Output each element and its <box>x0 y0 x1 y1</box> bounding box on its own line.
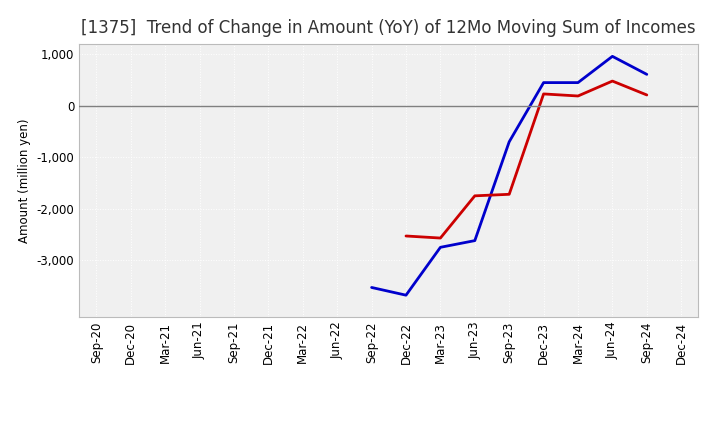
Ordinary Income <box>608 54 617 59</box>
Net Income <box>642 92 651 98</box>
Net Income <box>436 235 445 241</box>
Net Income <box>470 193 479 198</box>
Line: Ordinary Income: Ordinary Income <box>372 56 647 295</box>
Y-axis label: Amount (million yen): Amount (million yen) <box>18 118 31 242</box>
Title: [1375]  Trend of Change in Amount (YoY) of 12Mo Moving Sum of Incomes: [1375] Trend of Change in Amount (YoY) o… <box>81 19 696 37</box>
Net Income <box>505 192 513 197</box>
Ordinary Income <box>470 238 479 243</box>
Ordinary Income <box>367 285 376 290</box>
Ordinary Income <box>539 80 548 85</box>
Net Income <box>402 233 410 238</box>
Ordinary Income <box>505 139 513 144</box>
Legend: Ordinary Income, Net Income: Ordinary Income, Net Income <box>229 438 549 440</box>
Net Income <box>574 93 582 99</box>
Ordinary Income <box>436 245 445 250</box>
Ordinary Income <box>642 72 651 77</box>
Ordinary Income <box>574 80 582 85</box>
Net Income <box>608 78 617 84</box>
Ordinary Income <box>402 293 410 298</box>
Net Income <box>539 91 548 96</box>
Line: Net Income: Net Income <box>406 81 647 238</box>
